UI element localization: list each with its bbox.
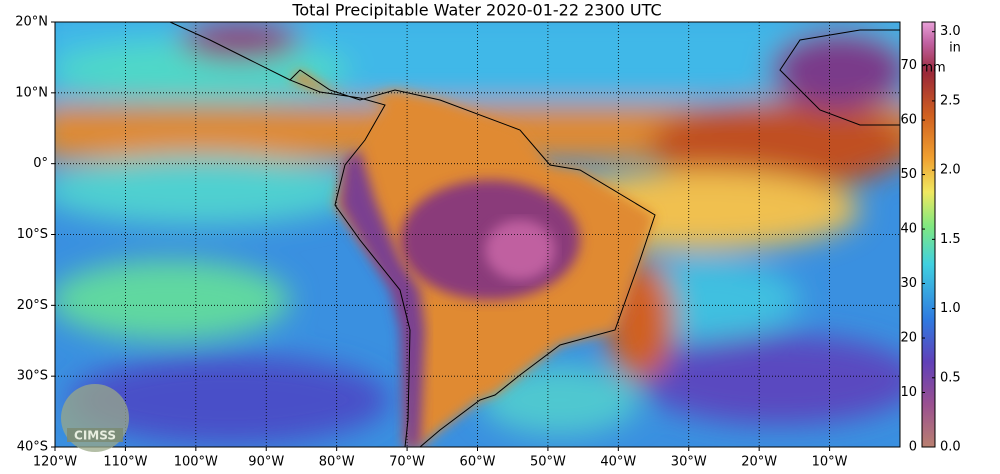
lon-tick-label: 70°W (389, 455, 425, 470)
in-tick-label: 3.0 (940, 24, 961, 39)
in-tick-label: 0.5 (940, 370, 961, 385)
in-tick-label: 2.5 (940, 93, 961, 108)
mm-tick-label: 70 (900, 58, 917, 73)
colorbar (921, 21, 936, 448)
lon-tick-label: 80°W (319, 455, 355, 470)
colorbar-in-unit: in (949, 41, 961, 56)
mm-tick-label: 20 (900, 331, 917, 346)
lon-tick-label: 110°W (103, 455, 147, 470)
lon-tick-label: 50°W (530, 455, 566, 470)
lon-tick-label: 20°W (741, 455, 777, 470)
lat-tick-label: 20°N (15, 15, 48, 30)
lon-tick-label: 10°W (812, 455, 848, 470)
lon-tick-label: 90°W (248, 455, 284, 470)
mm-tick-label: 10 (900, 385, 917, 400)
mm-tick-label: 0 (909, 440, 917, 455)
colorbar-mm-unit: mm (920, 61, 945, 76)
lat-tick-label: 30°S (17, 369, 48, 384)
map-title: Total Precipitable Water 2020-01-22 2300… (291, 1, 661, 20)
in-tick-label: 2.0 (940, 163, 961, 178)
mm-tick-label: 40 (900, 222, 917, 237)
mm-tick-label: 50 (900, 167, 917, 182)
in-tick-label: 1.5 (940, 232, 961, 247)
map-field (55, 22, 900, 447)
lon-tick-label: 30°W (671, 455, 707, 470)
logo-text: CIMSS (74, 429, 116, 443)
in-tick-label: 1.0 (940, 301, 961, 316)
logo: CIMSS (61, 384, 129, 452)
mm-tick-label: 60 (900, 113, 917, 128)
lat-tick-label: 20°S (17, 298, 48, 313)
lon-tick-label: 40°W (600, 455, 636, 470)
lat-tick-label: 10°S (17, 227, 48, 242)
lat-tick-label: 10°N (15, 85, 48, 100)
in-tick-label: 0.0 (940, 440, 961, 455)
lat-tick-label: 40°S (17, 440, 48, 455)
lon-tick-label: 60°W (460, 455, 496, 470)
lon-tick-label: 120°W (33, 455, 77, 470)
mm-tick-label: 30 (900, 276, 917, 291)
lon-tick-label: 100°W (174, 455, 218, 470)
lat-tick-label: 0° (33, 156, 48, 171)
